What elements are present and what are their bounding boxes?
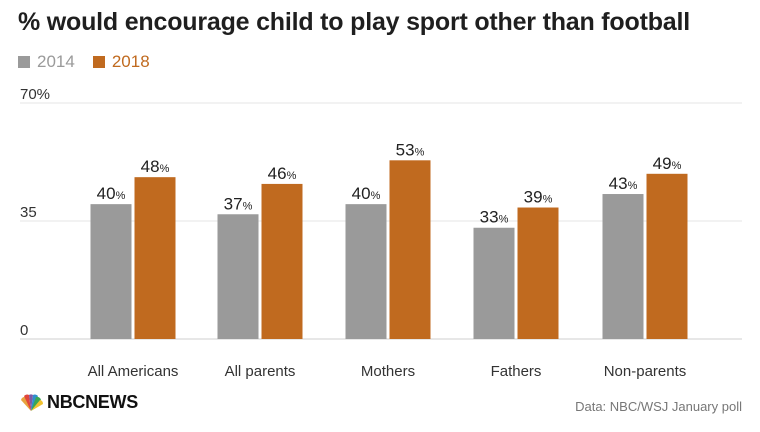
bar-2014-all-parents — [217, 214, 259, 339]
peacock-icon — [21, 393, 44, 411]
bar-2014-mothers — [345, 204, 387, 339]
bar-2014-all-americans — [90, 204, 132, 339]
bar-2018-all-americans — [134, 177, 176, 339]
legend-label-2014: 2014 — [37, 52, 75, 71]
legend-item-2014: 2014 — [18, 52, 75, 72]
legend-swatch-2018 — [92, 56, 105, 68]
x-category-label: Fathers — [491, 363, 542, 380]
data-label: 43% — [609, 174, 638, 193]
data-label: 46% — [268, 164, 297, 183]
bar-2014-non-parents — [602, 194, 644, 339]
x-category-label: Mothers — [361, 363, 415, 380]
x-category-label: Non-parents — [604, 363, 687, 380]
source-note: Data: NBC/WSJ January poll — [575, 399, 742, 414]
y-tick-label: 70% — [20, 86, 50, 103]
data-label: 33% — [480, 208, 509, 227]
data-label: 53% — [396, 140, 425, 159]
data-label: 48% — [141, 157, 170, 176]
legend-label-2018: 2018 — [111, 52, 150, 71]
data-label: 40% — [352, 184, 381, 203]
nbc-news-logo: NBCNEWS — [18, 392, 138, 413]
data-label: 39% — [524, 188, 553, 207]
bar-2018-all-parents — [261, 183, 303, 339]
chart-title: % would encourage child to play sport ot… — [18, 8, 690, 36]
x-category-label: All Americans — [88, 363, 179, 380]
y-tick-label: 35 — [20, 204, 37, 221]
bar-2014-fathers — [473, 227, 515, 339]
legend-item-2018: 2018 — [92, 52, 150, 72]
brand-text: NBCNEWS — [47, 392, 138, 412]
bar-2018-fathers — [517, 207, 559, 339]
legend-swatch-2014 — [18, 56, 30, 68]
bar-2018-non-parents — [646, 173, 688, 339]
x-category-label: All parents — [225, 363, 296, 380]
data-label: 49% — [653, 154, 682, 173]
data-label: 40% — [97, 184, 126, 203]
y-tick-label: 0 — [20, 322, 28, 339]
bar-2018-mothers — [389, 160, 431, 339]
data-label: 37% — [224, 194, 253, 213]
legend: 2014 2018 — [18, 52, 168, 72]
